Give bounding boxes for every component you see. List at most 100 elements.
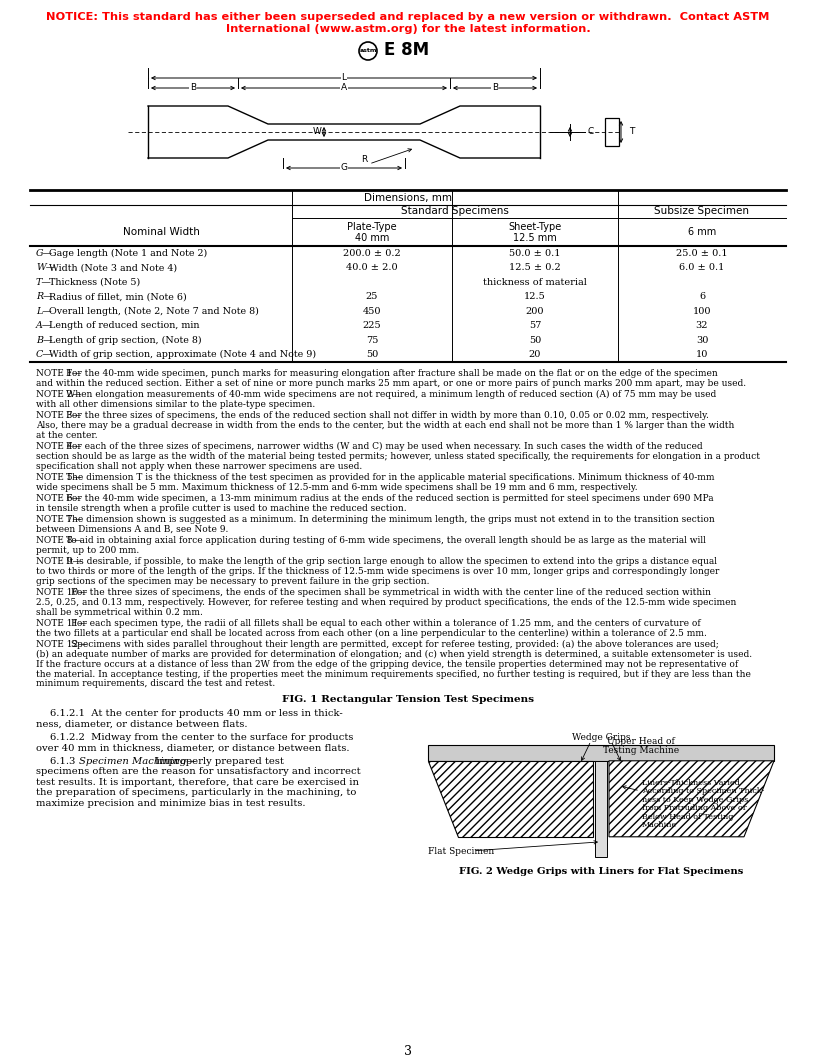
Text: Width (Note 3 and Note 4): Width (Note 3 and Note 4) <box>47 263 178 272</box>
Text: ness, diameter, or distance between flats.: ness, diameter, or distance between flat… <box>36 719 247 729</box>
Text: maximize precision and minimize bias in test results.: maximize precision and minimize bias in … <box>36 798 305 808</box>
Text: NOTE 7—: NOTE 7— <box>36 515 82 524</box>
Text: T: T <box>629 128 634 136</box>
Text: The dimension shown is suggested as a minimum. In determining the minimum length: The dimension shown is suggested as a mi… <box>66 515 715 524</box>
Text: NOTE 1—: NOTE 1— <box>36 369 82 378</box>
Text: 25: 25 <box>366 293 378 301</box>
Text: 12.5 ± 0.2: 12.5 ± 0.2 <box>509 263 561 272</box>
Text: B: B <box>492 83 498 93</box>
Text: Flat Specimen: Flat Specimen <box>428 847 494 855</box>
Text: L: L <box>342 74 347 82</box>
Text: 6.1.3: 6.1.3 <box>50 757 82 766</box>
Text: grip sections of the specimen may be necessary to prevent failure in the grip se: grip sections of the specimen may be nec… <box>36 577 429 586</box>
Text: NOTE 10—: NOTE 10— <box>36 588 87 598</box>
Text: NOTE 6—: NOTE 6— <box>36 494 82 503</box>
Text: If the fracture occurs at a distance of less than 2W from the edge of the grippi: If the fracture occurs at a distance of … <box>36 660 738 668</box>
Text: R: R <box>361 155 367 165</box>
Text: Plate-Type: Plate-Type <box>347 222 397 232</box>
Text: Improperly prepared test: Improperly prepared test <box>155 757 284 766</box>
Text: Specimen Machining—: Specimen Machining— <box>79 757 197 766</box>
Text: 450: 450 <box>363 306 381 316</box>
Text: section should be as large as the width of the material being tested permits; ho: section should be as large as the width … <box>36 452 760 460</box>
Text: NOTE 11—: NOTE 11— <box>36 619 87 628</box>
Text: 3: 3 <box>404 1045 412 1056</box>
Text: A: A <box>341 83 347 93</box>
Text: 30: 30 <box>696 336 708 344</box>
Text: the material. In acceptance testing, if the properties meet the minimum requirem: the material. In acceptance testing, if … <box>36 670 751 679</box>
Text: NOTE 3—: NOTE 3— <box>36 411 82 420</box>
Text: C: C <box>588 128 594 136</box>
Text: Radius of fillet, min (Note 6): Radius of fillet, min (Note 6) <box>47 293 187 301</box>
Text: at the center.: at the center. <box>36 431 98 439</box>
Text: 50: 50 <box>529 336 541 344</box>
Text: NOTE 8—: NOTE 8— <box>36 536 82 545</box>
Polygon shape <box>428 760 593 836</box>
Text: Length of reduced section, min: Length of reduced section, min <box>47 321 200 331</box>
Text: Standard Specimens: Standard Specimens <box>401 207 509 216</box>
Text: Specimens with sides parallel throughout their length are permitted, except for : Specimens with sides parallel throughout… <box>71 640 719 649</box>
Text: 2.5, 0.25, and 0.13 mm, respectively. However, for referee testing and when requ: 2.5, 0.25, and 0.13 mm, respectively. Ho… <box>36 598 736 607</box>
Text: 6.1.2.1  At the center for products 40 mm or less in thick-: 6.1.2.1 At the center for products 40 mm… <box>50 709 343 718</box>
Text: Gage length (Note 1 and Note 2): Gage length (Note 1 and Note 2) <box>47 248 207 258</box>
Text: 100: 100 <box>693 306 712 316</box>
Text: NOTE 2—: NOTE 2— <box>36 390 82 399</box>
Text: the two fillets at a particular end shall be located across from each other (on : the two fillets at a particular end shal… <box>36 629 707 638</box>
Text: Width of grip section, approximate (Note 4 and Note 9): Width of grip section, approximate (Note… <box>47 351 317 359</box>
Text: It is desirable, if possible, to make the length of the grip section large enoug: It is desirable, if possible, to make th… <box>66 558 717 566</box>
Text: minimum requirements, discard the test and retest.: minimum requirements, discard the test a… <box>36 679 275 689</box>
Text: Testing Machine: Testing Machine <box>603 746 679 755</box>
Text: To aid in obtaining axial force application during testing of 6-mm wide specimen: To aid in obtaining axial force applicat… <box>66 536 707 545</box>
Text: B—: B— <box>36 336 52 344</box>
Text: Machine: Machine <box>642 822 677 829</box>
Text: from Protruding Above or: from Protruding Above or <box>642 805 747 812</box>
Text: 12.5: 12.5 <box>524 293 546 301</box>
Text: wide specimens shall be 5 mm. Maximum thickness of 12.5-mm and 6-mm wide specime: wide specimens shall be 5 mm. Maximum th… <box>36 483 637 492</box>
Text: 75: 75 <box>366 336 378 344</box>
Text: L—: L— <box>36 306 51 316</box>
Text: specification shall not apply when these narrower specimens are used.: specification shall not apply when these… <box>36 461 362 471</box>
Text: permit, up to 200 mm.: permit, up to 200 mm. <box>36 546 140 555</box>
Text: W—: W— <box>36 263 55 272</box>
Text: 200.0 ± 0.2: 200.0 ± 0.2 <box>343 249 401 258</box>
Bar <box>605 118 619 146</box>
Text: 57: 57 <box>529 321 541 331</box>
Text: For each specimen type, the radii of all fillets shall be equal to each other wi: For each specimen type, the radii of all… <box>71 619 700 628</box>
Text: shall be symmetrical within 0.2 mm.: shall be symmetrical within 0.2 mm. <box>36 608 203 617</box>
Text: Upper Head of: Upper Head of <box>607 737 675 746</box>
Polygon shape <box>609 760 774 836</box>
Text: According to Specimen Thick-: According to Specimen Thick- <box>642 788 765 795</box>
Bar <box>428 744 774 760</box>
Text: 6: 6 <box>699 293 705 301</box>
Text: 6.1.2.2  Midway from the center to the surface for products: 6.1.2.2 Midway from the center to the su… <box>50 733 353 741</box>
Text: Sheet-Type: Sheet-Type <box>508 222 561 232</box>
Text: over 40 mm in thickness, diameter, or distance between flats.: over 40 mm in thickness, diameter, or di… <box>36 743 349 752</box>
Text: NOTICE: This standard has either been superseded and replaced by a new version o: NOTICE: This standard has either been su… <box>47 12 769 22</box>
Text: between Dimensions A and B, see Note 9.: between Dimensions A and B, see Note 9. <box>36 525 228 534</box>
Text: For the three sizes of specimens, the ends of the specimen shall be symmetrical : For the three sizes of specimens, the en… <box>71 588 711 598</box>
Text: 20: 20 <box>529 351 541 359</box>
Text: in tensile strength when a profile cutter is used to machine the reduced section: in tensile strength when a profile cutte… <box>36 504 406 513</box>
Text: 25.0 ± 0.1: 25.0 ± 0.1 <box>676 249 728 258</box>
Text: 40.0 ± 2.0: 40.0 ± 2.0 <box>346 263 398 272</box>
Text: Subsize Specimen: Subsize Specimen <box>654 207 750 216</box>
Text: Overall length, (Note 2, Note 7 and Note 8): Overall length, (Note 2, Note 7 and Note… <box>47 306 259 316</box>
Text: Also, there may be a gradual decrease in width from the ends to the center, but : Also, there may be a gradual decrease in… <box>36 421 734 430</box>
Text: NOTE 5—: NOTE 5— <box>36 473 82 482</box>
Text: FIG. 2 Wedge Grips with Liners for Flat Specimens: FIG. 2 Wedge Grips with Liners for Flat … <box>459 867 743 875</box>
Text: For the 40-mm wide specimen, punch marks for measuring elongation after fracture: For the 40-mm wide specimen, punch marks… <box>66 369 718 378</box>
Text: For the three sizes of specimens, the ends of the reduced section shall not diff: For the three sizes of specimens, the en… <box>66 411 709 420</box>
Text: T—: T— <box>36 278 52 287</box>
Text: ness to Keep Wedge Grips: ness to Keep Wedge Grips <box>642 796 748 804</box>
Text: B: B <box>190 83 196 93</box>
Text: A—: A— <box>36 321 52 331</box>
Text: Dimensions, mm: Dimensions, mm <box>364 192 452 203</box>
Text: NOTE 4—: NOTE 4— <box>36 442 82 451</box>
Text: astm: astm <box>359 49 377 54</box>
Text: 6.0 ± 0.1: 6.0 ± 0.1 <box>679 263 725 272</box>
Text: Wedge Grips: Wedge Grips <box>572 733 630 741</box>
Text: (b) an adequate number of marks are provided for determination of elongation; an: (b) an adequate number of marks are prov… <box>36 650 752 659</box>
Text: FIG. 1 Rectangular Tension Test Specimens: FIG. 1 Rectangular Tension Test Specimen… <box>282 695 534 703</box>
Text: C—: C— <box>36 351 53 359</box>
Text: G—: G— <box>36 249 53 258</box>
Text: Below Head of Testing: Below Head of Testing <box>642 813 734 821</box>
